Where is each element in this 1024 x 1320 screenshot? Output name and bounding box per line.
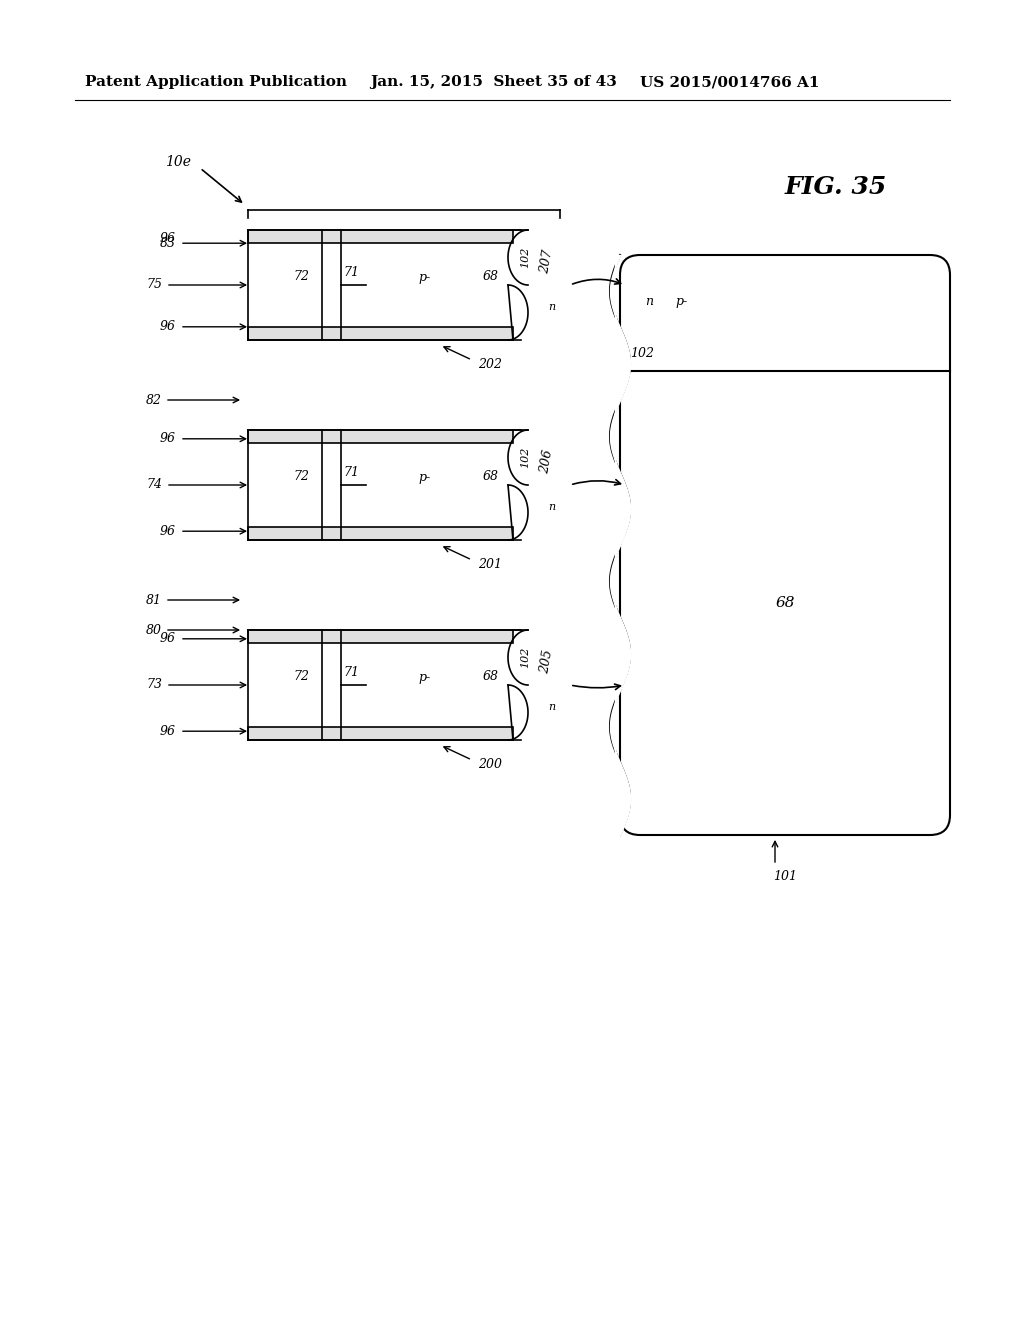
Bar <box>248 430 513 444</box>
Bar <box>248 327 513 341</box>
Text: n: n <box>548 502 555 512</box>
Text: 102: 102 <box>520 647 530 668</box>
Text: 73: 73 <box>146 678 162 692</box>
FancyBboxPatch shape <box>620 255 950 836</box>
Text: 102: 102 <box>520 247 530 268</box>
Text: 202: 202 <box>478 358 503 371</box>
Text: 200: 200 <box>478 758 503 771</box>
Text: 201: 201 <box>478 558 503 572</box>
Bar <box>248 527 513 540</box>
Text: 101: 101 <box>773 870 797 883</box>
Text: 80: 80 <box>146 623 162 636</box>
Text: Patent Application Publication: Patent Application Publication <box>85 75 347 88</box>
Text: p-: p- <box>418 671 430 684</box>
Text: 96: 96 <box>160 321 176 333</box>
Text: 82: 82 <box>146 393 162 407</box>
Text: p-: p- <box>418 271 430 284</box>
Text: 71: 71 <box>343 667 359 680</box>
Bar <box>248 727 513 741</box>
Text: 205: 205 <box>538 649 555 675</box>
Text: 72: 72 <box>293 671 309 684</box>
Text: Jan. 15, 2015  Sheet 35 of 43: Jan. 15, 2015 Sheet 35 of 43 <box>370 75 616 88</box>
Text: 75: 75 <box>146 279 162 292</box>
Text: 207: 207 <box>538 249 555 275</box>
Text: n: n <box>645 294 653 308</box>
Text: 68: 68 <box>483 271 499 284</box>
Text: 10e: 10e <box>165 154 191 169</box>
Bar <box>248 630 513 643</box>
Text: 68: 68 <box>775 597 795 610</box>
Text: 83: 83 <box>160 236 176 249</box>
Text: 71: 71 <box>343 466 359 479</box>
Text: n: n <box>548 302 555 312</box>
Text: 71: 71 <box>343 267 359 280</box>
Text: p-: p- <box>675 294 687 308</box>
Bar <box>248 230 513 243</box>
Text: US 2015/0014766 A1: US 2015/0014766 A1 <box>640 75 819 88</box>
Text: 96: 96 <box>160 232 176 246</box>
Text: 74: 74 <box>146 479 162 491</box>
Text: 96: 96 <box>160 632 176 645</box>
Text: 96: 96 <box>160 525 176 537</box>
Text: 96: 96 <box>160 725 176 738</box>
Text: 81: 81 <box>146 594 162 606</box>
Text: n: n <box>548 702 555 711</box>
Text: 96: 96 <box>160 433 176 445</box>
Text: 102: 102 <box>630 347 654 360</box>
Text: 72: 72 <box>293 271 309 284</box>
Text: FIG. 35: FIG. 35 <box>785 176 887 199</box>
Text: 68: 68 <box>483 470 499 483</box>
Text: 102: 102 <box>520 446 530 469</box>
Text: 206: 206 <box>538 449 555 475</box>
Text: p-: p- <box>418 470 430 483</box>
Text: 68: 68 <box>483 671 499 684</box>
Text: 72: 72 <box>293 470 309 483</box>
